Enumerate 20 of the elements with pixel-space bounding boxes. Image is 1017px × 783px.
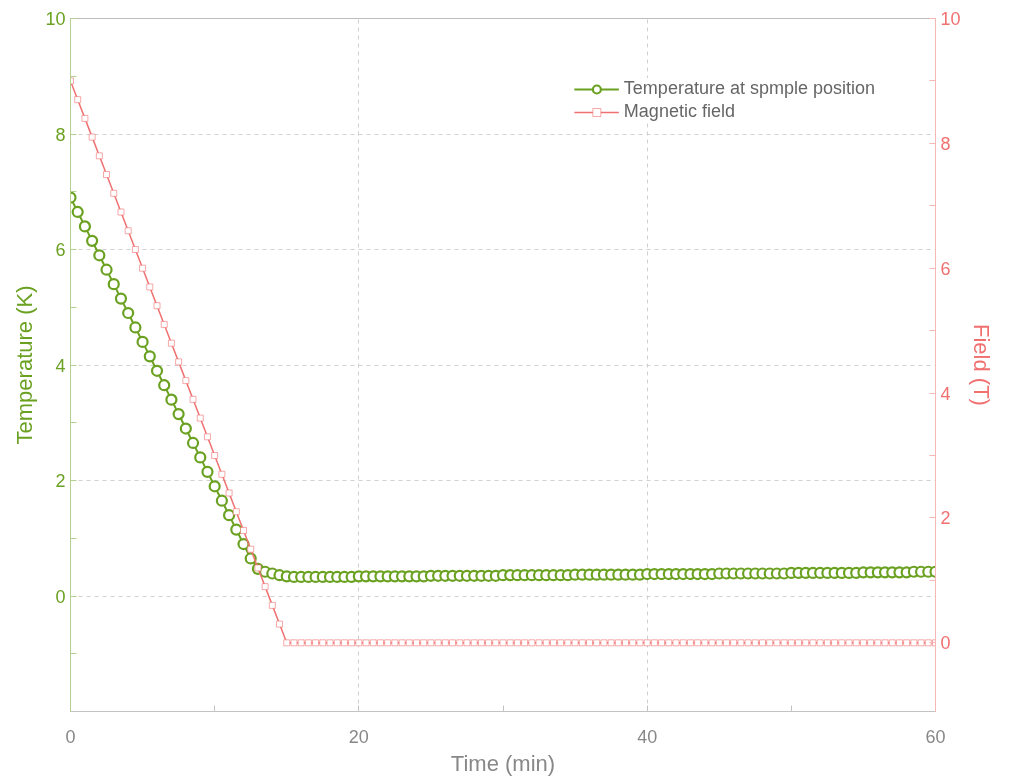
y-axis-title: Temperature (K) (12, 285, 38, 445)
legend-label: Temperature at spmple position (623, 78, 875, 99)
y-tick-label: 2 (55, 471, 66, 491)
y-tick-label: 4 (55, 355, 66, 376)
y2-tick-label: 8 (940, 133, 951, 154)
x-tick-label: 40 (637, 726, 658, 747)
y2-axis-title: Field (T) (968, 324, 994, 406)
legend-label: Magnetic field (623, 101, 735, 122)
y-tick-label: 8 (55, 124, 66, 145)
y2-tick-label: 2 (940, 508, 951, 529)
y2-tick-label: 10 (940, 9, 961, 29)
x-tick-label: 20 (348, 726, 369, 747)
y2-tick-label: 4 (940, 383, 951, 404)
x-tick-label: 60 (925, 726, 946, 747)
y-tick-label: 6 (55, 240, 66, 260)
y-tick-label: 10 (45, 9, 66, 29)
x-axis-title: Time (min) (450, 750, 556, 776)
y2-tick-label: 6 (940, 258, 951, 279)
y-tick-label: 0 (55, 586, 66, 607)
y2-tick-label: 0 (940, 633, 951, 654)
